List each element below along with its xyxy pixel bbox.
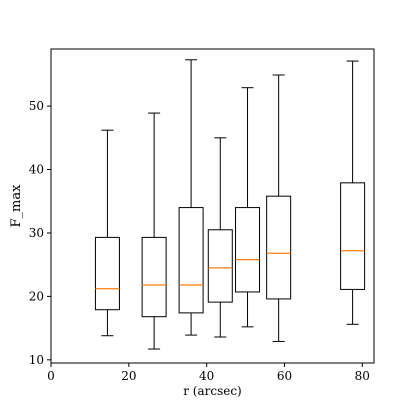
box-group bbox=[340, 60, 366, 325]
plot-frame bbox=[50, 48, 375, 364]
box-body bbox=[94, 236, 120, 311]
box-body bbox=[235, 207, 261, 293]
box-group bbox=[235, 87, 261, 328]
x-tick-label: 40 bbox=[199, 369, 214, 383]
box-body bbox=[178, 207, 204, 314]
box-body bbox=[207, 229, 233, 303]
boxes-layer bbox=[94, 59, 366, 350]
x-tick-label: 20 bbox=[121, 369, 136, 383]
x-axis-label: r (arcsec) bbox=[183, 384, 242, 398]
box-group bbox=[141, 112, 167, 350]
x-tick-label: 80 bbox=[355, 369, 370, 383]
x-tick-label: 60 bbox=[277, 369, 292, 383]
y-tick-label: 40 bbox=[29, 163, 44, 177]
box-body bbox=[340, 182, 366, 290]
y-axis-label: F_max bbox=[9, 184, 24, 228]
x-tick-label: 0 bbox=[47, 369, 55, 383]
box-group bbox=[94, 129, 120, 337]
y-tick-label: 20 bbox=[29, 289, 44, 303]
y-tick-label: 50 bbox=[29, 99, 44, 113]
y-tick-label: 30 bbox=[29, 226, 44, 240]
ticks-layer: 0 20 40 60 80 10 20 30 40 50 bbox=[29, 99, 370, 383]
y-tick-label: 10 bbox=[29, 353, 44, 367]
box-group bbox=[178, 59, 204, 336]
box-group bbox=[266, 74, 292, 342]
box-group bbox=[207, 137, 233, 338]
box-body bbox=[141, 236, 167, 318]
box-body bbox=[266, 195, 292, 300]
